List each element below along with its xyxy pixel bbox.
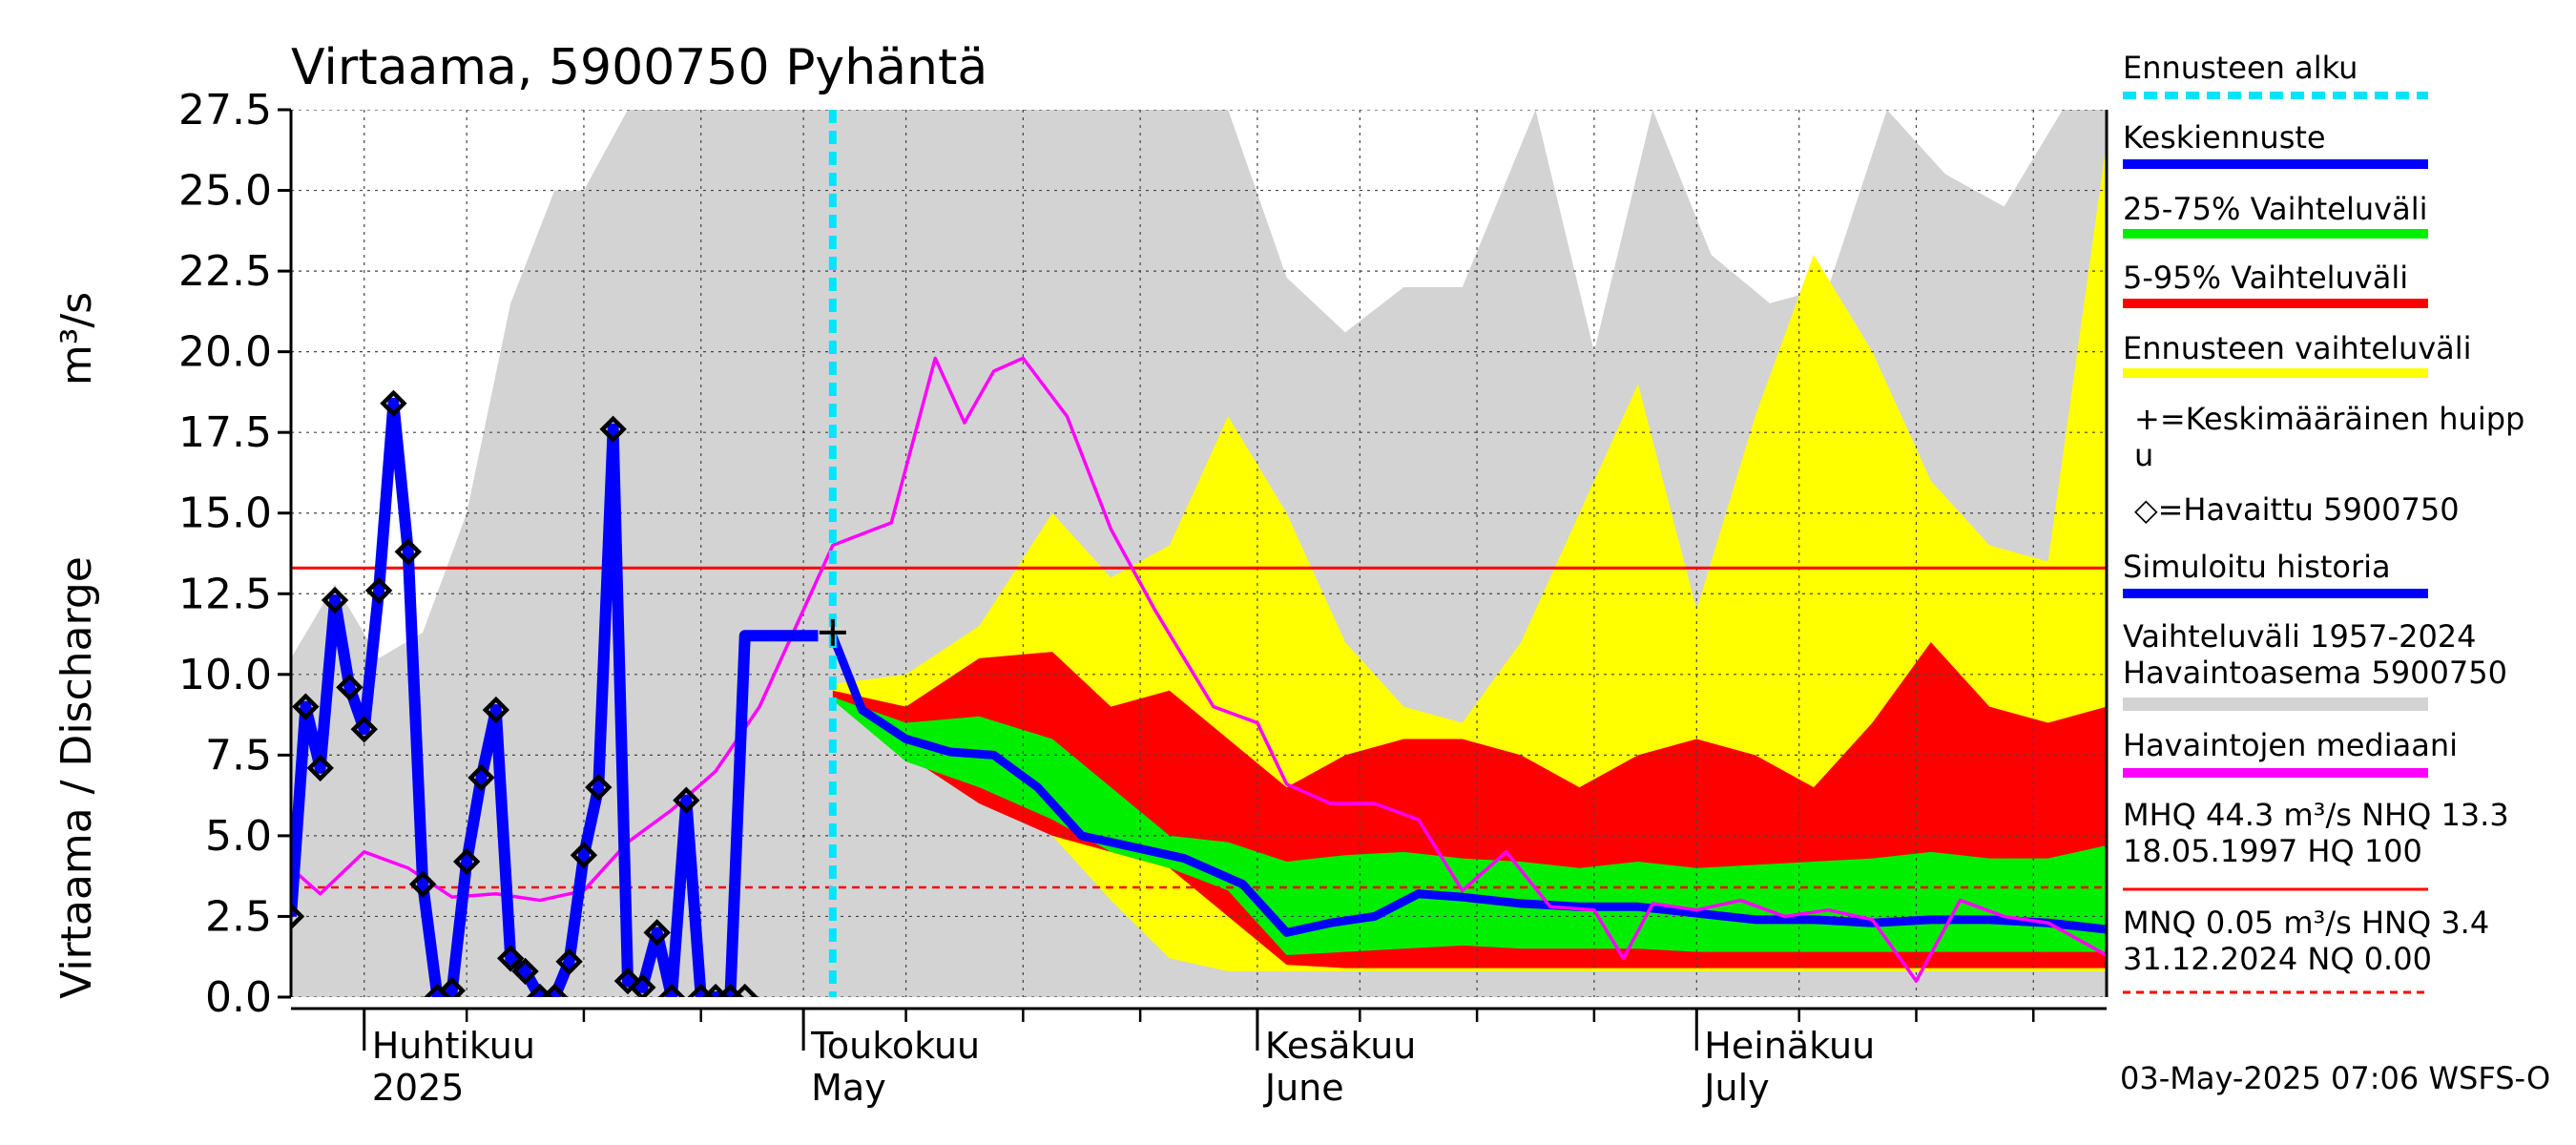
observed-point (350, 716, 378, 743)
observed-point (291, 903, 305, 930)
y-tick-label: 20.0 (178, 328, 272, 377)
plot-layers (291, 110, 2107, 997)
x-month-label-en: July (1702, 1067, 1769, 1109)
observed-point (613, 967, 642, 995)
series-line-keskiennuste (828, 634, 2107, 937)
x-month-label: Toukokuu (810, 1025, 980, 1067)
observed-point (482, 696, 510, 724)
observed-point (452, 847, 481, 876)
observed-point (731, 983, 758, 997)
y-tick-label: 7.5 (205, 731, 272, 780)
observed-point (555, 947, 583, 975)
legend-label: ◇=Havaittu 5900750 (2134, 491, 2460, 528)
observed-point (599, 415, 627, 443)
y-tick-label: 0.0 (205, 973, 272, 1022)
y-tick-label: 12.5 (178, 570, 272, 618)
x-month-label: Heinäkuu (1704, 1025, 1875, 1067)
legend-label-line2: 31.12.2024 NQ 0.00 (2123, 941, 2432, 977)
chart-title: Virtaama, 5900750 Pyhäntä (291, 39, 987, 96)
legend-label: 5-95% Vaihteluväli (2123, 260, 2408, 296)
plot-area (291, 110, 2107, 997)
observed-point (541, 983, 569, 997)
timestamp-footer: 03-May-2025 07:06 WSFS-O (2120, 1060, 2550, 1096)
x-month-label-en: 2025 (372, 1067, 465, 1109)
observed-point (467, 763, 495, 792)
x-month-label-en: May (811, 1067, 886, 1109)
observed-point (292, 693, 320, 720)
legend-label: Ennusteen vaihteluväli (2123, 330, 2472, 366)
observed-point (336, 674, 364, 701)
y-axis-label: Virtaama / Discharge (52, 556, 101, 999)
observed-point (321, 586, 349, 614)
legend-label: 25-75% Vaihteluväli (2123, 191, 2427, 227)
axes: 0.0 2.5 5.0 7.5 10.0 12.5 15.0 17.5 20.0 22.5 25.0… (178, 86, 2109, 1109)
observed-point (394, 538, 422, 566)
observed-point (438, 977, 466, 997)
y-tick-label: 17.5 (178, 408, 272, 457)
legend-label: Havaintojen mediaani (2123, 727, 2458, 763)
legend-label: Keskiennuste (2123, 119, 2326, 156)
observed-point (629, 973, 656, 997)
y-tick-label: 15.0 (178, 489, 272, 538)
y-tick-label: 2.5 (205, 892, 272, 941)
y-tick-label: 5.0 (205, 812, 272, 861)
y-tick-label: 22.5 (178, 247, 272, 296)
x-month-label: Kesäkuu (1265, 1025, 1417, 1067)
legend-label-line2: 18.05.1997 HQ 100 (2123, 833, 2422, 869)
observed-point (570, 842, 598, 869)
observed-point (585, 773, 613, 802)
observed-point (364, 576, 393, 605)
observed-point (657, 983, 686, 997)
observed-point (673, 786, 700, 814)
series-line-havaintojen-mediaani (291, 356, 2107, 983)
legend-label-line2: Havaintoasema 5900750 (2123, 655, 2507, 691)
legend-label-wrap: u (2134, 437, 2153, 473)
x-month-label-en: June (1263, 1067, 1344, 1109)
observed-point (643, 919, 671, 947)
y-axis-unit: m³/s (52, 292, 101, 385)
x-month-label: Huhtikuu (372, 1025, 535, 1067)
band-3 (832, 697, 2107, 956)
observed-point (497, 945, 525, 972)
observed-point (380, 389, 407, 417)
legend-label: Vaihteluväli 1957-2024 (2123, 618, 2477, 655)
legend-label: Ennusteen alku (2123, 50, 2358, 86)
y-tick-label: 10.0 (178, 651, 272, 699)
series-line-simuloitu-historia (291, 397, 819, 997)
legend-label: Simuloitu historia (2123, 549, 2391, 585)
y-tick-label: 27.5 (178, 86, 272, 135)
legend-label: +=Keskimääräinen huipp (2134, 401, 2524, 437)
y-tick-label: 25.0 (178, 167, 272, 216)
observed-point (306, 754, 334, 782)
legend: Ennusteen alku Keskiennuste 25-75% Vaihtel… (2123, 50, 2524, 994)
observed-point (408, 870, 437, 898)
legend-label: MHQ 44.3 m³/s NHQ 13.3 (2123, 797, 2509, 833)
legend-label: MNQ 0.05 m³/s HNQ 3.4 (2123, 905, 2489, 941)
observed-point (511, 957, 539, 986)
